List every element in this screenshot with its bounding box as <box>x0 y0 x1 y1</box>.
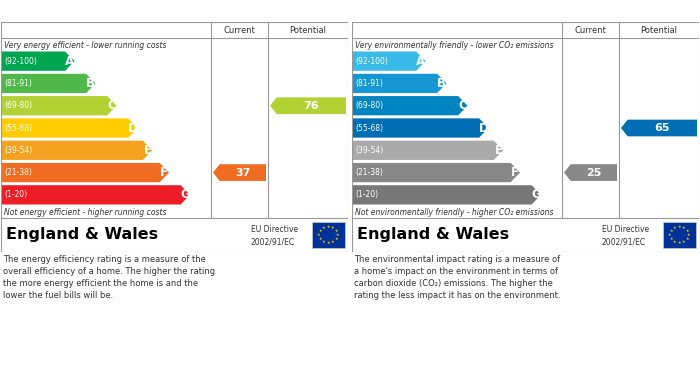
Polygon shape <box>352 185 541 204</box>
Text: 2002/91/EC: 2002/91/EC <box>251 237 295 246</box>
Text: (81-91): (81-91) <box>4 79 32 88</box>
Polygon shape <box>564 164 617 181</box>
Text: B: B <box>86 77 95 90</box>
Text: (1-20): (1-20) <box>4 190 27 199</box>
Text: D: D <box>128 122 138 135</box>
Text: (1-20): (1-20) <box>355 190 378 199</box>
Text: (21-38): (21-38) <box>4 168 32 177</box>
Text: (92-100): (92-100) <box>4 57 37 66</box>
Text: 2002/91/EC: 2002/91/EC <box>602 237 646 246</box>
Text: The energy efficiency rating is a measure of the
overall efficiency of a home. T: The energy efficiency rating is a measur… <box>3 255 215 300</box>
Text: E: E <box>144 144 151 157</box>
Text: ★: ★ <box>335 237 338 241</box>
Text: G: G <box>531 188 541 201</box>
Polygon shape <box>270 97 346 114</box>
Text: F: F <box>511 166 519 179</box>
Text: (39-54): (39-54) <box>355 146 384 155</box>
FancyBboxPatch shape <box>312 222 344 248</box>
Text: Not environmentally friendly - higher CO₂ emissions: Not environmentally friendly - higher CO… <box>355 208 554 217</box>
Text: Very environmentally friendly - lower CO₂ emissions: Very environmentally friendly - lower CO… <box>355 41 554 50</box>
Text: 25: 25 <box>586 168 601 178</box>
Polygon shape <box>352 52 426 71</box>
Text: ★: ★ <box>687 233 690 237</box>
Polygon shape <box>1 96 116 115</box>
Text: Not energy efficient - higher running costs: Not energy efficient - higher running co… <box>4 208 167 217</box>
Text: Current: Current <box>575 25 606 34</box>
Text: B: B <box>438 77 447 90</box>
Text: ★: ★ <box>673 226 676 230</box>
Text: E: E <box>494 144 503 157</box>
Polygon shape <box>1 141 152 160</box>
Text: EU Directive: EU Directive <box>602 225 649 234</box>
Polygon shape <box>1 185 190 204</box>
Text: ★: ★ <box>322 240 326 244</box>
Text: ★: ★ <box>335 229 338 233</box>
Polygon shape <box>352 163 520 182</box>
Polygon shape <box>352 74 447 93</box>
Text: 65: 65 <box>654 123 670 133</box>
Text: Potential: Potential <box>640 25 678 34</box>
Text: A: A <box>416 55 426 68</box>
Text: England & Wales: England & Wales <box>6 228 158 242</box>
Text: G: G <box>181 188 190 201</box>
Text: ★: ★ <box>335 233 339 237</box>
Polygon shape <box>213 164 266 181</box>
Text: ★: ★ <box>317 233 321 237</box>
Text: ★: ★ <box>331 240 335 244</box>
Text: Potential: Potential <box>290 25 326 34</box>
Text: ★: ★ <box>668 233 671 237</box>
Text: D: D <box>479 122 489 135</box>
Polygon shape <box>1 163 169 182</box>
Text: ★: ★ <box>678 225 681 229</box>
Polygon shape <box>352 118 489 138</box>
Text: A: A <box>65 55 74 68</box>
Text: ★: ★ <box>669 229 673 233</box>
Polygon shape <box>1 52 74 71</box>
Text: (69-80): (69-80) <box>355 101 383 110</box>
Text: (92-100): (92-100) <box>355 57 388 66</box>
Text: (39-54): (39-54) <box>4 146 32 155</box>
Polygon shape <box>1 74 95 93</box>
Text: ★: ★ <box>685 237 689 241</box>
Text: Current: Current <box>223 25 256 34</box>
Text: (55-68): (55-68) <box>4 124 32 133</box>
Text: C: C <box>107 99 116 112</box>
Text: ★: ★ <box>673 240 676 244</box>
Text: (81-91): (81-91) <box>355 79 383 88</box>
Text: ★: ★ <box>685 229 689 233</box>
Text: EU Directive: EU Directive <box>251 225 298 234</box>
Polygon shape <box>352 96 468 115</box>
Text: ★: ★ <box>682 240 685 244</box>
Text: The environmental impact rating is a measure of
a home's impact on the environme: The environmental impact rating is a mea… <box>354 255 561 300</box>
FancyBboxPatch shape <box>663 222 696 248</box>
Text: ★: ★ <box>331 226 335 230</box>
Text: Environmental Impact (CO₂) Rating: Environmental Impact (CO₂) Rating <box>357 6 578 16</box>
Text: ★: ★ <box>318 237 322 241</box>
Text: ★: ★ <box>322 226 326 230</box>
Text: 37: 37 <box>235 168 251 178</box>
Polygon shape <box>352 141 503 160</box>
Text: England & Wales: England & Wales <box>357 228 509 242</box>
Polygon shape <box>621 120 697 136</box>
Polygon shape <box>1 118 137 138</box>
Text: F: F <box>160 166 168 179</box>
Text: ★: ★ <box>669 237 673 241</box>
Text: 76: 76 <box>304 101 319 111</box>
Text: ★: ★ <box>326 241 330 245</box>
Text: ★: ★ <box>326 225 330 229</box>
Text: ★: ★ <box>678 241 681 245</box>
Text: ★: ★ <box>318 229 322 233</box>
Text: Energy Efficiency Rating: Energy Efficiency Rating <box>6 6 160 16</box>
Text: (69-80): (69-80) <box>4 101 32 110</box>
Text: Very energy efficient - lower running costs: Very energy efficient - lower running co… <box>4 41 167 50</box>
Text: C: C <box>458 99 467 112</box>
Text: (21-38): (21-38) <box>355 168 383 177</box>
Text: (55-68): (55-68) <box>355 124 383 133</box>
Text: ★: ★ <box>682 226 685 230</box>
